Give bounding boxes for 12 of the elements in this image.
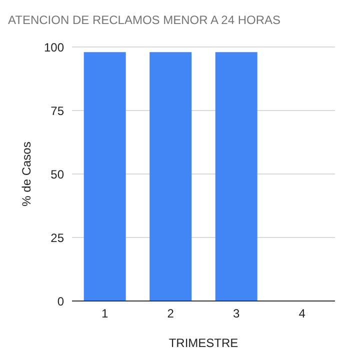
y-tick-label: 25 (50, 230, 64, 245)
chart-title: ATENCION DE RECLAMOS MENOR A 24 HORAS (8, 13, 281, 27)
x-tick-label: 3 (233, 306, 240, 321)
y-tick-label: 50 (50, 167, 64, 182)
x-tick-label: 1 (102, 306, 109, 321)
x-tick-label: 4 (298, 306, 306, 321)
y-tick-label: 0 (57, 294, 64, 308)
y-axis-title: % de Casos (19, 142, 34, 206)
x-axis-title: TRIMESTRE (168, 336, 238, 350)
x-tick-label: 2 (167, 306, 174, 321)
y-tick-label: 100 (44, 40, 64, 54)
y-tick-label: 75 (50, 104, 64, 118)
